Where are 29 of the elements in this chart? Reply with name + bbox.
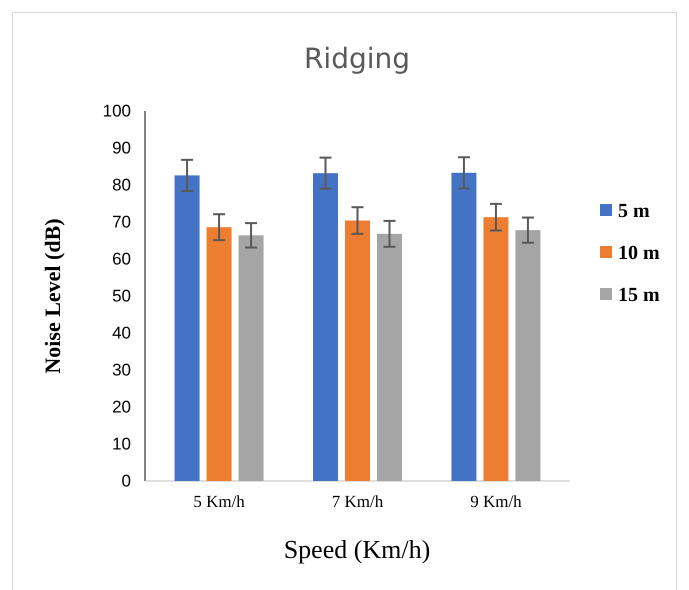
y-tick-label: 30 (112, 360, 131, 380)
chart-title: Ridging (304, 42, 410, 75)
y-tick-label: 20 (112, 397, 131, 416)
y-tick-label: 100 (102, 101, 131, 120)
bar (345, 220, 370, 481)
y-tick-label: 90 (112, 138, 131, 158)
y-tick-label: 0 (122, 471, 131, 490)
y-tick-label: 80 (112, 175, 131, 194)
x-tick-label: 9 Km/h (470, 492, 522, 512)
bar (451, 172, 476, 481)
y-tick-label: 60 (112, 249, 131, 268)
x-tick-label: 7 Km/h (332, 492, 384, 512)
x-tick-label: 5 Km/h (193, 492, 246, 512)
bar (515, 230, 540, 481)
y-tick-label: 50 (112, 286, 131, 306)
bar (483, 217, 508, 481)
x-axis-title: Speed (Km/h) (284, 535, 430, 564)
legend-label: 10 m (618, 242, 660, 264)
legend-label: 5 m (618, 200, 650, 222)
legend-label: 15 m (618, 284, 660, 306)
y-tick-label: 40 (112, 323, 131, 342)
bar (174, 175, 200, 481)
bar (206, 227, 232, 481)
y-axis-title: Noise Level (dB) (40, 218, 65, 374)
y-tick-label: 70 (112, 212, 131, 232)
bar (238, 235, 264, 481)
bar (313, 173, 338, 481)
bar (377, 234, 402, 481)
y-tick-label: 10 (112, 434, 131, 454)
